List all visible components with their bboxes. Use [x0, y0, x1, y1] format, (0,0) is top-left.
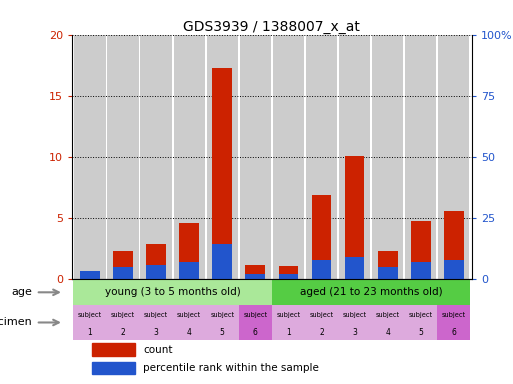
Bar — [73, 279, 272, 305]
Bar — [311, 195, 331, 279]
Bar — [378, 267, 398, 279]
Text: 4: 4 — [187, 328, 192, 337]
Bar — [146, 244, 166, 279]
Text: subject: subject — [442, 312, 466, 318]
Text: subject: subject — [210, 312, 234, 318]
Bar — [107, 35, 139, 279]
Bar — [180, 223, 199, 279]
Bar — [437, 305, 470, 339]
Bar — [444, 211, 464, 279]
Text: 1: 1 — [286, 328, 291, 337]
Bar — [239, 305, 272, 339]
Bar — [338, 305, 371, 339]
Bar — [438, 35, 469, 279]
Bar — [80, 271, 100, 279]
Text: subject: subject — [144, 312, 168, 318]
Bar — [371, 305, 404, 339]
Text: count: count — [143, 345, 172, 355]
Bar — [279, 266, 299, 279]
Text: aged (21 to 23 months old): aged (21 to 23 months old) — [300, 287, 442, 297]
Bar — [80, 271, 100, 279]
Bar — [404, 305, 437, 339]
Text: 6: 6 — [451, 328, 456, 337]
Bar — [141, 35, 172, 279]
Text: subject: subject — [277, 312, 301, 318]
Bar — [345, 257, 364, 279]
Bar — [173, 305, 206, 339]
Text: subject: subject — [111, 312, 135, 318]
Text: 5: 5 — [220, 328, 225, 337]
Bar — [206, 305, 239, 339]
Bar — [279, 274, 299, 279]
Bar — [245, 265, 265, 279]
Text: subject: subject — [343, 312, 367, 318]
Text: 1: 1 — [88, 328, 92, 337]
Bar — [345, 156, 364, 279]
Text: subject: subject — [409, 312, 433, 318]
Bar — [212, 68, 232, 279]
Text: 2: 2 — [319, 328, 324, 337]
Bar — [339, 35, 370, 279]
Text: 4: 4 — [385, 328, 390, 337]
Bar — [411, 220, 430, 279]
Bar — [212, 244, 232, 279]
Bar — [272, 305, 305, 339]
Text: 2: 2 — [121, 328, 126, 337]
Bar — [444, 260, 464, 279]
Bar — [92, 343, 135, 356]
Bar — [180, 262, 199, 279]
Text: age: age — [11, 287, 32, 297]
Text: subject: subject — [243, 312, 267, 318]
Text: subject: subject — [78, 312, 102, 318]
Bar — [372, 35, 403, 279]
Bar — [245, 274, 265, 279]
Bar — [107, 305, 140, 339]
Bar — [305, 305, 338, 339]
Bar — [273, 35, 304, 279]
Text: 3: 3 — [352, 328, 357, 337]
Bar — [146, 265, 166, 279]
Text: subject: subject — [309, 312, 333, 318]
Bar — [113, 267, 133, 279]
Text: specimen: specimen — [0, 318, 32, 328]
Bar — [74, 35, 106, 279]
Bar — [378, 251, 398, 279]
Bar — [306, 35, 337, 279]
Bar — [311, 260, 331, 279]
Text: 5: 5 — [418, 328, 423, 337]
Bar — [207, 35, 238, 279]
Text: percentile rank within the sample: percentile rank within the sample — [143, 363, 319, 373]
Bar — [113, 251, 133, 279]
Text: 6: 6 — [253, 328, 258, 337]
Bar — [411, 262, 430, 279]
Bar — [405, 35, 437, 279]
Bar — [240, 35, 271, 279]
Bar — [73, 305, 107, 339]
Text: subject: subject — [376, 312, 400, 318]
Bar — [272, 279, 470, 305]
Text: subject: subject — [177, 312, 201, 318]
Text: 3: 3 — [154, 328, 159, 337]
Bar — [173, 35, 205, 279]
Text: young (3 to 5 months old): young (3 to 5 months old) — [105, 287, 241, 297]
Title: GDS3939 / 1388007_x_at: GDS3939 / 1388007_x_at — [184, 20, 360, 33]
Bar — [140, 305, 173, 339]
Bar — [92, 362, 135, 374]
